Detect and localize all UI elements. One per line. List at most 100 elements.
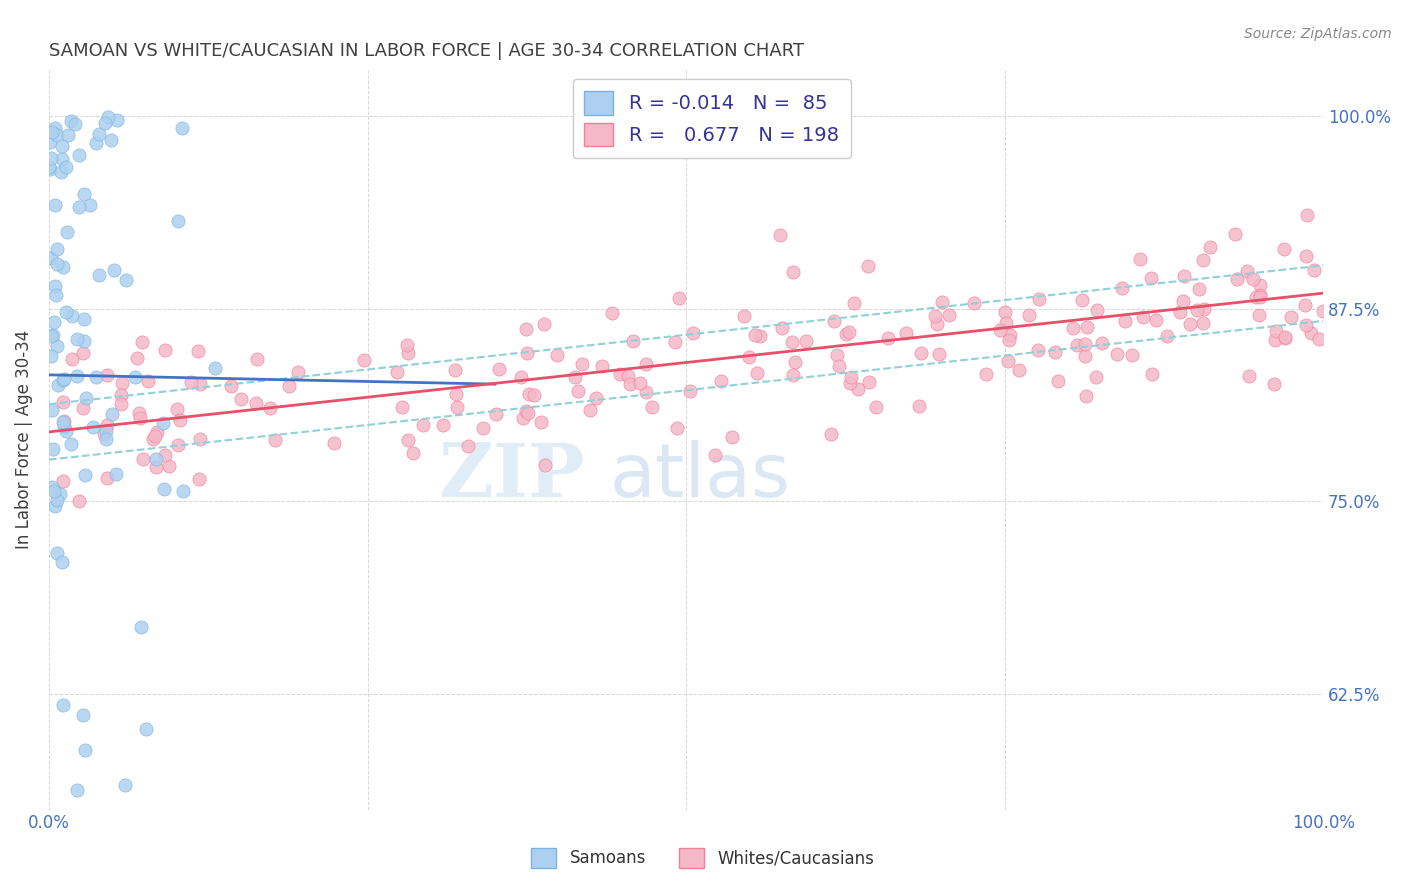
- Point: [585, 391, 607, 405]
- Point: [1241, 271, 1264, 285]
- Point: [745, 366, 768, 380]
- Point: [1073, 349, 1095, 363]
- Point: [46, 257, 69, 271]
- Point: [153, 482, 176, 496]
- Point: [52, 415, 75, 429]
- Point: [710, 375, 733, 389]
- Point: [41, 125, 63, 139]
- Point: [1085, 303, 1108, 318]
- Legend: Samoans, Whites/Caucasians: Samoans, Whites/Caucasians: [524, 841, 882, 875]
- Point: [842, 296, 865, 310]
- Point: [60, 352, 83, 367]
- Point: [1272, 242, 1295, 256]
- Point: [135, 722, 157, 736]
- Point: [51, 555, 73, 569]
- Point: [1312, 304, 1334, 318]
- Point: [512, 411, 534, 425]
- Point: [73, 312, 96, 326]
- Point: [744, 328, 766, 343]
- Point: [157, 458, 180, 473]
- Point: [187, 472, 209, 486]
- Point: [938, 309, 960, 323]
- Point: [53, 414, 76, 428]
- Point: [41, 479, 63, 493]
- Point: [1173, 268, 1195, 283]
- Point: [1062, 320, 1084, 334]
- Point: [510, 369, 533, 384]
- Point: [46, 339, 69, 353]
- Point: [856, 259, 879, 273]
- Point: [1237, 368, 1260, 383]
- Point: [166, 438, 188, 452]
- Point: [52, 474, 75, 488]
- Point: [259, 401, 281, 416]
- Point: [523, 388, 546, 402]
- Point: [974, 368, 997, 382]
- Point: [1085, 369, 1108, 384]
- Point: [38, 161, 60, 175]
- Point: [1121, 348, 1143, 362]
- Point: [679, 384, 702, 398]
- Point: [988, 323, 1011, 337]
- Point: [49, 164, 72, 178]
- Text: SAMOAN VS WHITE/CAUCASIAN IN LABOR FORCE | AGE 30-34 CORRELATION CHART: SAMOAN VS WHITE/CAUCASIAN IN LABOR FORCE…: [49, 42, 804, 60]
- Point: [39, 251, 62, 265]
- Point: [1074, 389, 1097, 403]
- Point: [55, 305, 77, 319]
- Point: [1066, 338, 1088, 352]
- Point: [839, 376, 862, 390]
- Point: [1198, 240, 1220, 254]
- Point: [1107, 347, 1129, 361]
- Point: [1178, 318, 1201, 332]
- Point: [485, 407, 508, 421]
- Point: [190, 432, 212, 446]
- Point: [1156, 328, 1178, 343]
- Point: [94, 432, 117, 446]
- Point: [1142, 368, 1164, 382]
- Point: [97, 110, 120, 124]
- Point: [145, 460, 167, 475]
- Point: [682, 326, 704, 340]
- Point: [41, 442, 63, 456]
- Point: [994, 305, 1017, 319]
- Point: [1265, 324, 1288, 338]
- Point: [39, 349, 62, 363]
- Point: [825, 348, 848, 362]
- Point: [515, 322, 537, 336]
- Point: [636, 357, 658, 371]
- Point: [391, 400, 413, 414]
- Point: [51, 153, 73, 167]
- Point: [128, 406, 150, 420]
- Point: [628, 376, 651, 391]
- Point: [516, 346, 538, 360]
- Point: [188, 376, 211, 391]
- Point: [136, 374, 159, 388]
- Point: [75, 468, 97, 483]
- Point: [131, 334, 153, 349]
- Point: [66, 368, 89, 383]
- Point: [865, 400, 887, 414]
- Point: [770, 321, 793, 335]
- Point: [42, 315, 65, 329]
- Point: [128, 410, 150, 425]
- Point: [60, 114, 83, 128]
- Point: [169, 413, 191, 427]
- Point: [45, 243, 67, 257]
- Point: [894, 326, 917, 341]
- Point: [785, 354, 807, 368]
- Point: [96, 368, 118, 382]
- Point: [101, 407, 124, 421]
- Point: [446, 400, 468, 414]
- Point: [924, 309, 946, 323]
- Point: [1188, 282, 1211, 296]
- Point: [73, 186, 96, 201]
- Point: [96, 417, 118, 432]
- Point: [39, 161, 62, 176]
- Point: [444, 363, 467, 377]
- Point: [94, 425, 117, 439]
- Point: [617, 368, 640, 383]
- Point: [1264, 334, 1286, 348]
- Point: [820, 426, 842, 441]
- Point: [997, 353, 1019, 368]
- Point: [1139, 270, 1161, 285]
